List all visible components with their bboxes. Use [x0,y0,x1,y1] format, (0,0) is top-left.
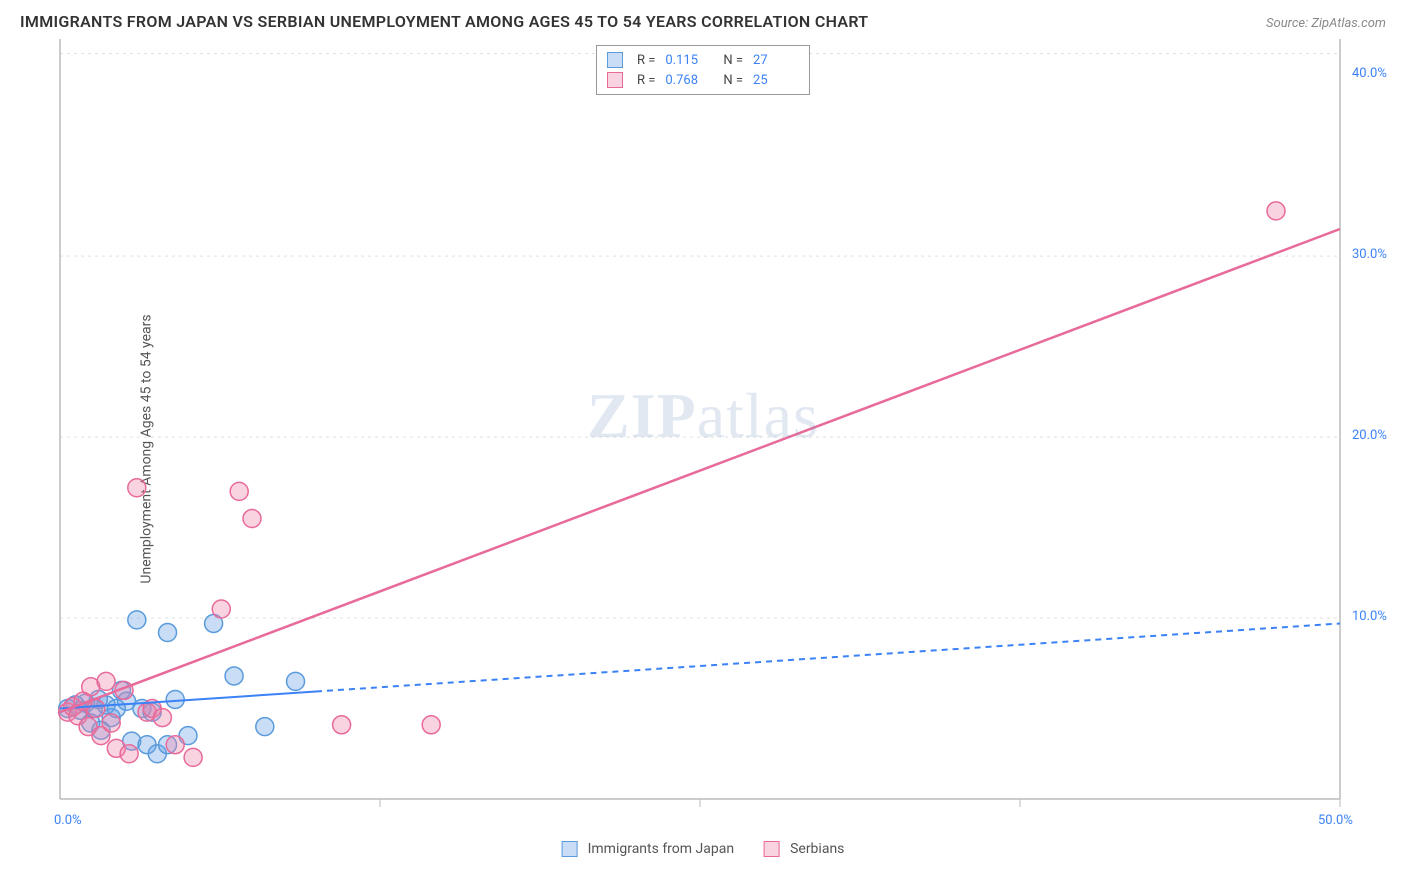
scatter-plot [20,39,1386,859]
n-value: 27 [753,53,799,68]
source-label: Source: ZipAtlas.com [1266,16,1386,31]
legend-swatch [607,72,623,88]
r-label: R = [637,53,655,68]
legend-swatch [764,841,780,857]
legend-series-label: Immigrants from Japan [588,841,734,857]
y-tick-label: 10.0% [1352,609,1390,624]
legend-swatch [562,841,578,857]
legend-series-item: Immigrants from Japan [562,841,734,857]
legend-stat-row: R = 0.768 N = 25 [607,70,799,90]
n-label: N = [723,53,743,68]
legend-series-item: Serbians [764,841,844,857]
x-tick-label: 50.0% [1318,813,1353,828]
x-tick-label: 0.0% [54,813,82,828]
y-tick-label: 20.0% [1352,428,1390,443]
legend-swatch [607,52,623,68]
chart-area: Unemployment Among Ages 45 to 54 years Z… [20,39,1386,859]
legend-series-label: Serbians [790,841,844,857]
n-value: 25 [753,73,799,88]
legend-series: Immigrants from Japan Serbians [562,841,845,857]
r-value: 0.768 [665,73,711,88]
y-tick-label: 40.0% [1352,66,1390,81]
chart-title: IMMIGRANTS FROM JAPAN VS SERBIAN UNEMPLO… [20,12,868,31]
n-label: N = [723,73,743,88]
y-tick-label: 30.0% [1352,247,1390,262]
r-value: 0.115 [665,53,711,68]
legend-stat-row: R = 0.115 N = 27 [607,50,799,70]
legend-stats: R = 0.115 N = 27 R = 0.768 N = 25 [596,45,810,95]
r-label: R = [637,73,655,88]
